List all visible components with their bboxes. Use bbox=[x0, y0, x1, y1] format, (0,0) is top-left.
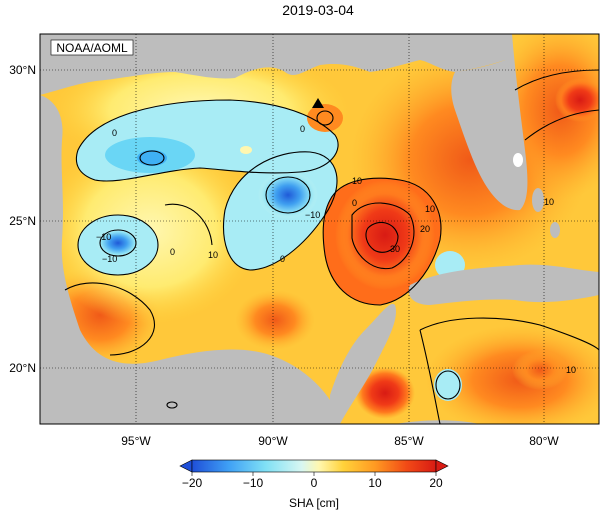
contour-caribbean-side bbox=[419, 329, 441, 424]
colorbar-tick: −10 bbox=[243, 476, 264, 490]
lat-label: 20°N bbox=[9, 361, 36, 375]
land-us-north bbox=[40, 34, 505, 95]
station-triangle-marker bbox=[312, 98, 324, 108]
small-cold-patch-caribbean bbox=[434, 369, 462, 401]
contour-label: 0 bbox=[112, 128, 117, 138]
contour-label: 0 bbox=[170, 247, 175, 257]
colorbar-tick: 0 bbox=[311, 476, 318, 490]
contour-label: 10 bbox=[352, 176, 362, 186]
northern-warm-spot bbox=[307, 104, 343, 132]
contour-ten-loop bbox=[322, 177, 442, 306]
credit-box bbox=[50, 39, 134, 56]
cold-core-north-center bbox=[137, 150, 167, 166]
land-central-america bbox=[395, 420, 480, 424]
land-mexico bbox=[40, 95, 330, 424]
gridlines bbox=[40, 34, 599, 424]
colorbar-label: SHA [cm] bbox=[289, 496, 339, 510]
contour-label: −10 bbox=[102, 254, 117, 264]
lon-label: 85°W bbox=[394, 434, 424, 448]
contour-label: −10 bbox=[96, 232, 111, 242]
land-cuba bbox=[408, 264, 599, 305]
map-frame bbox=[39, 33, 600, 425]
lon-label: 80°W bbox=[529, 434, 559, 448]
caribbean-red-eddy bbox=[355, 367, 415, 419]
cold-eddy-central-core bbox=[258, 171, 318, 219]
contour-label: 10 bbox=[566, 365, 576, 375]
colorbar: −20 −10 0 10 20 SHA [cm] bbox=[179, 459, 449, 510]
caribbean-orange-eddy bbox=[512, 350, 568, 390]
loop-current-eddy-core bbox=[335, 180, 435, 290]
contour-minus-ten-central bbox=[265, 176, 311, 214]
contour-label: −10 bbox=[305, 210, 320, 220]
contour-zero-west bbox=[77, 214, 159, 276]
contour-zero-north bbox=[75, 99, 339, 182]
tiny-yellow-patch bbox=[240, 146, 252, 154]
colorbar-tick: 20 bbox=[429, 476, 443, 490]
colorbar-gradient bbox=[191, 459, 437, 473]
map-title: 2019-03-04 bbox=[282, 2, 354, 18]
contour-label: 30 bbox=[390, 244, 400, 254]
contour-label: 10 bbox=[544, 197, 554, 207]
contour-twenty-loop bbox=[351, 202, 415, 270]
map-area: 0 0 0 0 −10 −10 10 10 10 20 30 −10 10 0 … bbox=[40, 34, 599, 424]
contour-label: 10 bbox=[208, 250, 218, 260]
lake-okeechobee bbox=[513, 153, 523, 167]
contour-warm-spot bbox=[316, 110, 334, 126]
contour-west-ten-2 bbox=[164, 203, 213, 246]
contour-minus-ten-north bbox=[139, 150, 165, 166]
contour-label-group: 0 0 0 0 −10 −10 10 10 10 20 30 −10 10 0 … bbox=[96, 124, 576, 375]
campeche-warm bbox=[235, 290, 315, 350]
lat-label: 30°N bbox=[9, 63, 36, 77]
credit-label: NOAA/AOML bbox=[56, 41, 128, 55]
contour-label: 0 bbox=[300, 124, 305, 134]
colorbar-high-arrow bbox=[435, 459, 449, 473]
contour-thirty-loop bbox=[365, 221, 399, 253]
contour-label: 10 bbox=[425, 204, 435, 214]
contour-small-south bbox=[166, 401, 178, 409]
contour-caribbean-ten bbox=[419, 317, 599, 351]
land-bahamas-2 bbox=[550, 222, 560, 238]
contour-caribbean-cold bbox=[435, 370, 461, 400]
land-bahamas-1 bbox=[532, 188, 544, 212]
lon-label: 90°W bbox=[258, 434, 288, 448]
land-yucatan bbox=[330, 304, 396, 424]
colorbar-low-arrow bbox=[179, 459, 193, 473]
lat-label: 25°N bbox=[9, 214, 36, 228]
colorbar-tick: −20 bbox=[182, 476, 203, 490]
lon-label: 95°W bbox=[121, 434, 151, 448]
contour-atlantic-2 bbox=[524, 109, 599, 141]
caribbean-warm bbox=[425, 325, 599, 424]
contour-label: 0 bbox=[352, 198, 357, 208]
contour-label: 20 bbox=[420, 224, 430, 234]
colorbar-tick: 10 bbox=[368, 476, 382, 490]
contour-minus-ten-west bbox=[99, 229, 137, 257]
land-florida bbox=[451, 34, 528, 211]
contour-label: 0 bbox=[280, 254, 285, 264]
contour-atlantic-1 bbox=[514, 69, 599, 91]
cold-eddy-west-core bbox=[96, 228, 140, 258]
